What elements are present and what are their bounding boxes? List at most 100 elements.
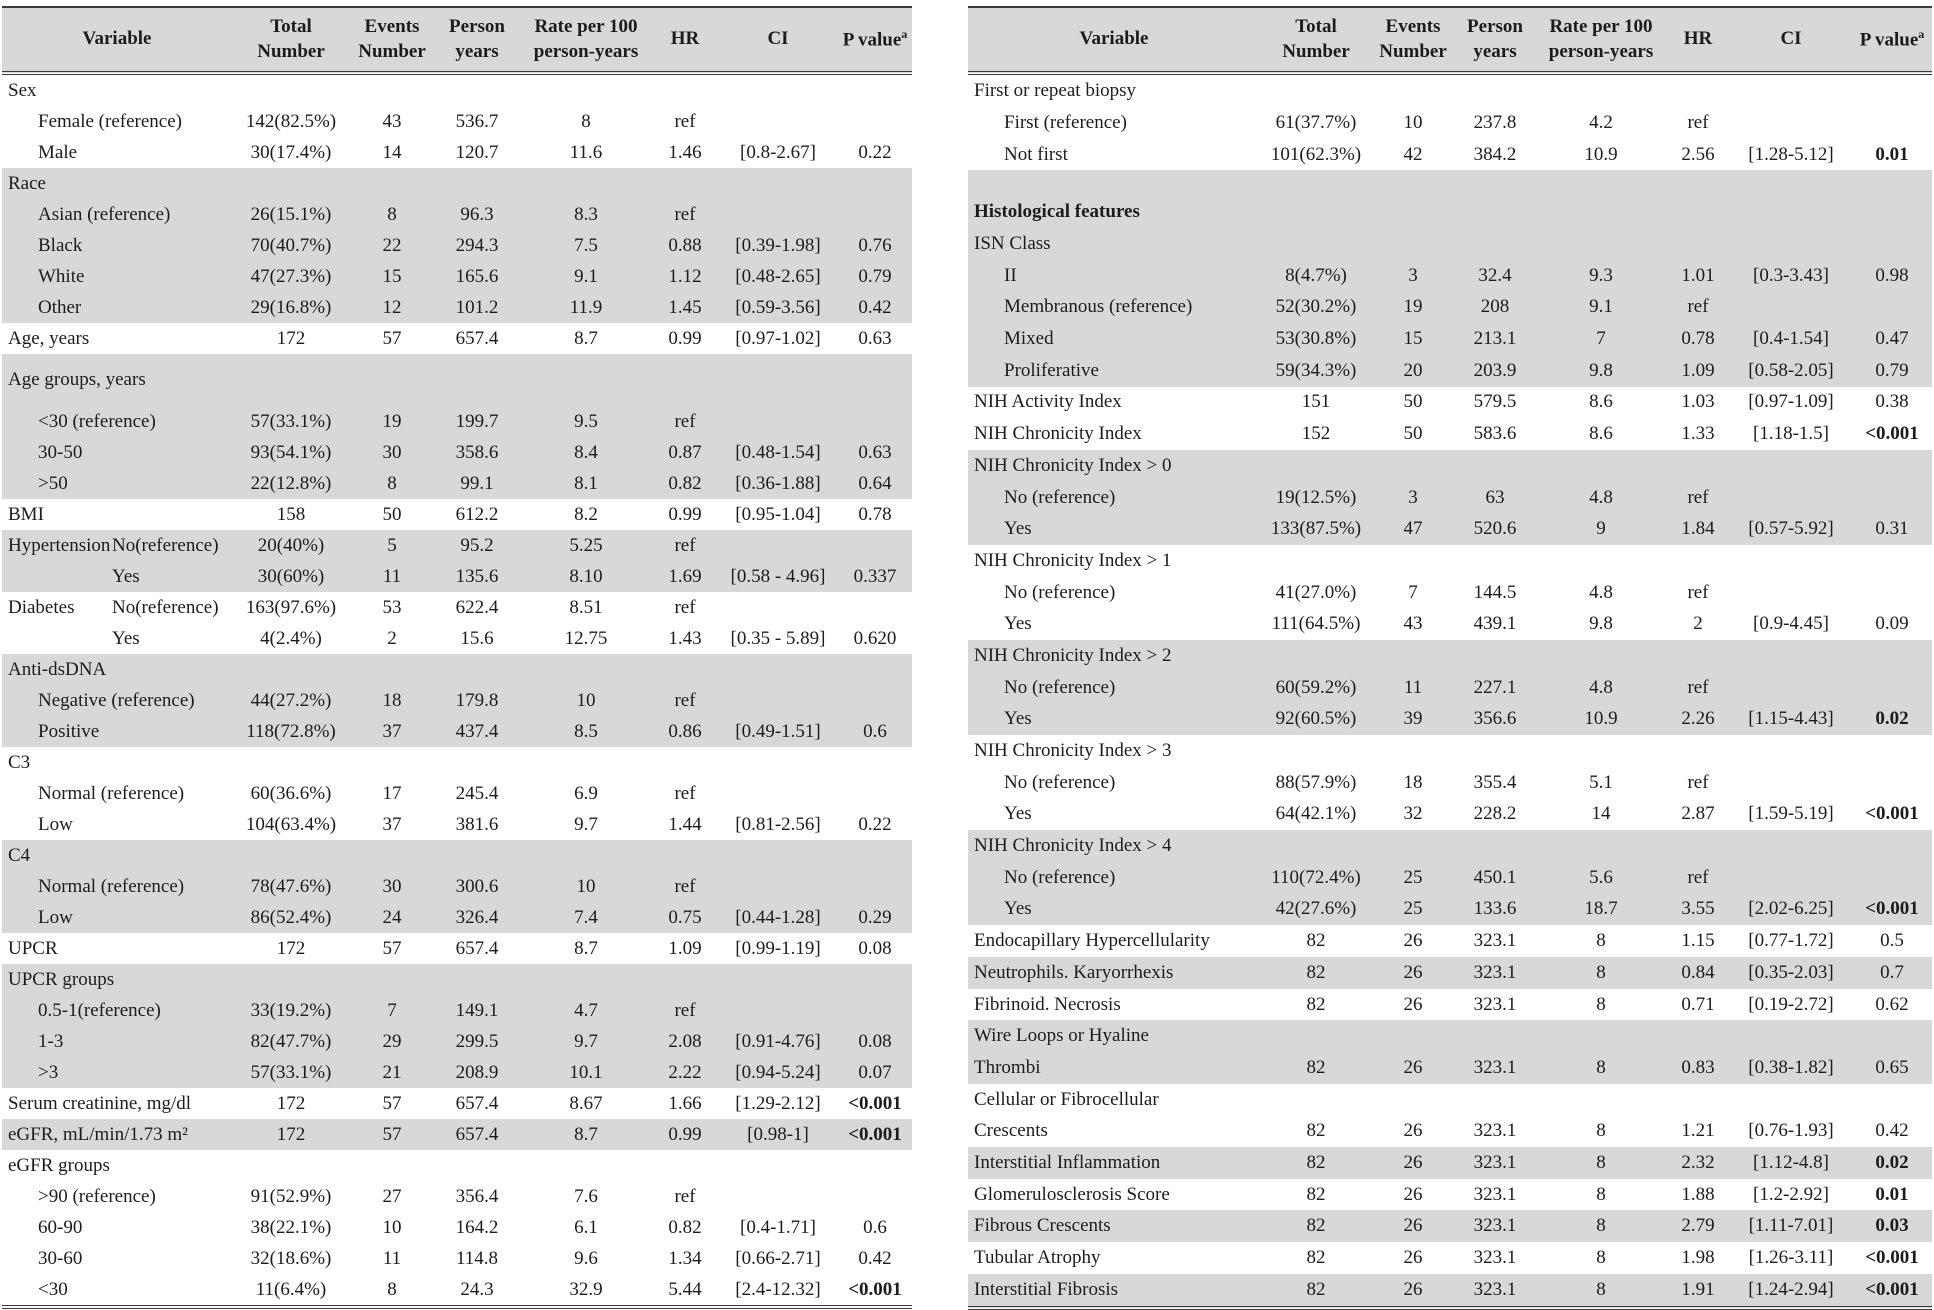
cell-p-value: 0.22 <box>858 141 892 163</box>
row-label-primary: Diabetes <box>8 596 75 618</box>
row-label-secondary: No(reference) <box>112 534 219 556</box>
cell-p-value: 0.47 <box>1852 323 1932 355</box>
cell-rate: 6.9 <box>574 782 598 804</box>
group-label: Cellular or Fibrocellular <box>974 1088 1159 1110</box>
cell-rate: 8 <box>1596 1183 1606 1205</box>
cell-rate: 8.2 <box>574 503 598 525</box>
table-row: 30-60 32(18.6%) 11 114.8 9.6 1.34 [0.66-2.71] 0… <box>2 1243 912 1274</box>
cell-person-years: 323.1 <box>1473 1120 1517 1142</box>
cell-hr: 0.86 <box>652 716 718 748</box>
cell-total-number: 151 <box>1301 391 1331 413</box>
column-header-line: Person <box>1467 16 1523 37</box>
cell-ci <box>718 778 838 809</box>
table-body: First or repeat biopsy First (reference) 6… <box>968 73 1932 1310</box>
row-label: BMI <box>8 503 44 525</box>
cell-rate: 10.1 <box>520 1057 652 1089</box>
cell-events-number: 37 <box>350 716 434 748</box>
cell-person-years: 199.7 <box>434 406 520 438</box>
table-header: Variable Total Number Events Number Person yea… <box>968 5 1932 76</box>
cell-person-years: 323.1 <box>1473 1247 1517 1268</box>
cell-hr: 1.34 <box>668 1247 702 1269</box>
cell-total-number: 172 <box>276 1092 306 1114</box>
cell-p-value <box>838 1181 912 1212</box>
column-header-line: years <box>455 40 499 62</box>
table-row: UPCR 172 57 657.4 8.7 1.09 [0.99-1.19] 0.08 <box>2 933 912 964</box>
cell-person-years: 657.4 <box>455 937 499 959</box>
cell-hr: 1.46 <box>668 141 702 163</box>
cell-rate: 9.8 <box>1589 613 1613 635</box>
cell-p-value: 0.6 <box>863 1216 887 1238</box>
cell-rate: 9.6 <box>574 1247 598 1269</box>
cell-events-number: 19 <box>350 406 434 438</box>
cell-rate: 8 <box>1536 1052 1666 1084</box>
column-header-line: HR <box>1683 28 1713 50</box>
cell-events-number: 43 <box>382 110 402 132</box>
column-header-line: Variable <box>1079 28 1149 50</box>
row-label-primary: Hypertension <box>8 534 111 556</box>
row-label: Male <box>38 141 78 163</box>
row-label: Normal (reference) <box>2 871 232 903</box>
cell-rate: 8.7 <box>520 1119 652 1151</box>
cell-events-number: 57 <box>382 327 402 349</box>
cell-total-number: 88(57.9%) <box>1275 771 1357 793</box>
cell-events-number: 26 <box>1403 993 1423 1015</box>
table-row: 60-90 38(22.1%) 10 164.2 6.1 0.82 [0.4-1.71] 0.… <box>2 1212 912 1243</box>
cell-total-number: 82 <box>1260 956 1372 989</box>
row-label: NIH Activity Index <box>974 391 1122 413</box>
cell-person-years: 439.1 <box>1473 613 1517 635</box>
column-header-line: CI <box>1780 28 1802 50</box>
group-header-row: ISN Class <box>968 228 1932 260</box>
table-row: Tubular Atrophy 82 26 323.1 8 1.98 [1.26-3.11]… <box>968 1242 1932 1274</box>
cell-ci: [0.95-1.04] <box>735 503 821 525</box>
cell-p-value <box>1852 671 1932 704</box>
cell-total-number: 82(47.7%) <box>232 1026 350 1058</box>
cell-hr: 2.22 <box>652 1057 718 1089</box>
cell-p-value: 0.42 <box>838 292 912 324</box>
cell-person-years: 323.1 <box>1473 993 1517 1015</box>
cox-table-clinical: Variable Total Number Events Number Person yea… <box>2 5 912 1310</box>
table-row: Yes 42(27.6%) 25 133.6 18.7 3.55 [2.02-6.25] <0… <box>968 893 1932 926</box>
cell-rate: 12.75 <box>564 627 608 649</box>
column-header-line: Rate per 100 <box>1549 16 1653 37</box>
cell-hr: 0.99 <box>668 327 702 349</box>
cell-hr: 5.44 <box>652 1274 718 1310</box>
cell-hr: ref <box>1666 671 1730 704</box>
cell-p-value <box>838 106 912 137</box>
cell-rate: 8 <box>1596 1247 1606 1268</box>
cell-total-number: 47(27.3%) <box>232 261 350 293</box>
cell-p-value <box>838 685 912 717</box>
cell-hr: 1.12 <box>652 261 718 293</box>
table-row: 1-3 82(47.7%) 29 299.5 9.7 2.08 [0.91-4.76] 0.0… <box>2 1026 912 1058</box>
row-label: 60-90 <box>38 1216 83 1238</box>
cell-ci: [0.35 - 5.89] <box>730 627 826 649</box>
cell-events-number: 26 <box>1372 956 1454 989</box>
cell-total-number: 53(30.8%) <box>1260 323 1372 355</box>
cell-events-number: 29 <box>350 1026 434 1058</box>
cell-p-value: 0.01 <box>1875 143 1909 165</box>
cell-person-years: 450.1 <box>1454 861 1536 894</box>
cell-person-years: 149.1 <box>434 995 520 1027</box>
column-header-5: HR <box>1666 5 1730 76</box>
cell-hr: 1.43 <box>668 627 702 649</box>
table-row: Diabetes No(reference) 163(97.6%) 53 622.4 8.… <box>2 592 912 623</box>
cell-person-years: 437.4 <box>434 716 520 748</box>
cell-rate: 9 <box>1536 513 1666 545</box>
cell-ci: [0.8-2.67] <box>740 141 816 163</box>
row-label: No (reference) <box>1004 581 1116 603</box>
group-label: C3 <box>8 751 31 773</box>
column-header-line: CI <box>767 28 789 50</box>
cell-total-number: 52(30.2%) <box>1260 291 1372 324</box>
column-header-line: P valuea <box>1859 26 1925 50</box>
cell-ci: [0.66-2.71] <box>735 1247 821 1269</box>
row-label: Interstitial Fibrosis <box>968 1273 1260 1310</box>
cell-total-number: 29(16.8%) <box>232 292 350 324</box>
cell-rate: 8 <box>1536 1273 1666 1310</box>
cell-p-value: 0.64 <box>838 468 912 500</box>
cell-total-number: 172 <box>276 327 306 349</box>
column-header-line: Events <box>364 16 420 37</box>
cell-person-years: 323.1 <box>1454 1147 1536 1179</box>
cell-p-value: 0.98 <box>1852 259 1932 292</box>
cell-hr: 0.84 <box>1666 956 1730 989</box>
cell-ci: [0.99-1.19] <box>735 937 821 959</box>
group-label: Anti-dsDNA <box>2 654 912 686</box>
